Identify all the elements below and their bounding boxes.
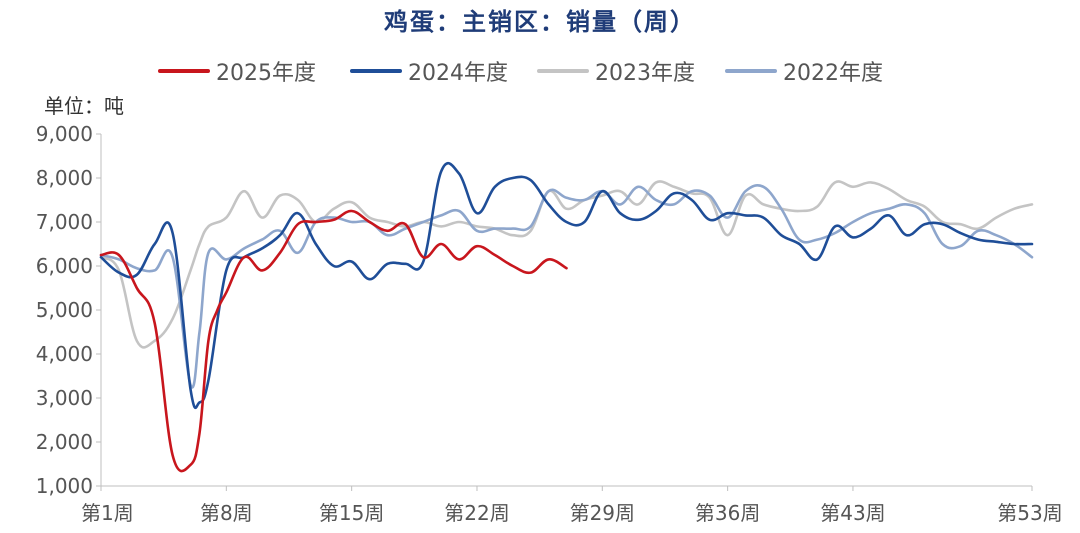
y-tick-label: 1,000: [36, 474, 93, 498]
y-tick-label: 8,000: [36, 166, 93, 190]
y-tick-label: 3,000: [36, 386, 93, 410]
y-tick-label: 2,000: [36, 430, 93, 454]
legend-label-2022: 2022年度: [783, 61, 883, 86]
unit-label: 单位：吨: [44, 94, 124, 118]
legend-label-2025: 2025年度: [216, 61, 316, 86]
y-tick-label: 9,000: [36, 122, 93, 146]
legend-swatch-2025: [158, 69, 210, 73]
legend-item-2024: 2024年度: [350, 56, 508, 86]
x-tick-label: 第15周: [319, 501, 384, 525]
y-tick-label: 4,000: [36, 342, 93, 366]
y-tick-label: 7,000: [36, 210, 93, 234]
x-tick-label: 第22周: [444, 501, 509, 525]
chart-lines: [99, 161, 1034, 473]
x-tick-label: 第8周: [200, 501, 253, 525]
x-tick-label: 第53周: [997, 501, 1062, 525]
y-tick-label: 6,000: [36, 254, 93, 278]
x-tick-label: 第43周: [820, 501, 885, 525]
legend-swatch-2024: [350, 69, 402, 73]
legend-item-2023: 2023年度: [537, 56, 695, 86]
x-tick-label: 第1周: [81, 501, 134, 525]
legend-item-2022: 2022年度: [725, 56, 883, 86]
line-series-2025: [99, 209, 568, 473]
x-tick-label: 第29周: [570, 501, 635, 525]
legend-label-2024: 2024年度: [408, 61, 508, 86]
legend-label-2023: 2023年度: [595, 61, 695, 86]
line-series-2022: [99, 184, 1034, 389]
legend-swatch-2022: [725, 69, 777, 73]
legend-swatch-2023: [537, 69, 589, 73]
line-series-2023: [99, 180, 1034, 349]
y-tick-label: 5,000: [36, 298, 93, 322]
chart-axes: 1,000 2,000 3,000 4,000 5,000 6,000 7,000 8,000…: [36, 122, 1063, 525]
legend: 2025年度 2024年度 2023年度 2022年度: [0, 56, 1080, 90]
line-series-2024: [99, 161, 1034, 410]
legend-item-2025: 2025年度: [158, 56, 316, 86]
chart-title: 鸡蛋：主销区：销量（周）: [384, 7, 696, 36]
x-tick-label: 第36周: [695, 501, 760, 525]
